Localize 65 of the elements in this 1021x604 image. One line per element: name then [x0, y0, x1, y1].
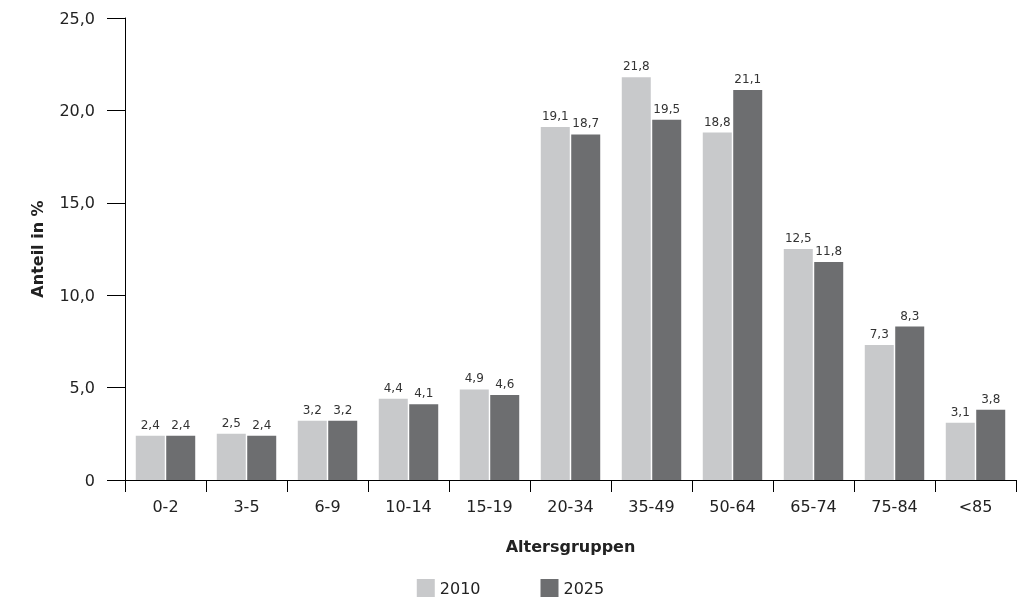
data-label: 7,3: [869, 327, 889, 342]
data-label: 4,1: [414, 386, 434, 401]
bar: [783, 249, 813, 480]
data-label: 4,6: [495, 376, 515, 391]
x-tick-label: 15-19: [466, 496, 513, 516]
x-tick-label: 65-74: [790, 496, 837, 516]
data-label: 2,5: [221, 415, 241, 430]
data-label: 11,8: [815, 243, 843, 258]
y-tick-label: 5,0: [69, 378, 95, 398]
bar: [621, 77, 651, 480]
y-tick-label: 0: [84, 470, 95, 490]
data-label: 3,1: [950, 404, 970, 419]
x-tick-label: 6-9: [314, 496, 341, 516]
data-label: 8,3: [900, 308, 920, 323]
bar: [571, 134, 601, 480]
bar: [652, 119, 682, 480]
bar: [328, 420, 358, 480]
bar: [166, 435, 196, 480]
data-label: 18,8: [703, 114, 731, 129]
x-tick-label: 75-84: [871, 496, 918, 516]
bar: [814, 261, 844, 480]
data-label: 3,8: [981, 391, 1001, 406]
x-tick-label: <85: [958, 496, 993, 516]
bar: [864, 345, 894, 480]
y-tick-label: 10,0: [59, 285, 95, 305]
data-label: 19,5: [653, 101, 681, 116]
x-tick-label: 20-34: [547, 496, 594, 516]
bar: [459, 389, 489, 480]
bar: [247, 435, 277, 480]
bar: [540, 127, 570, 480]
bar: [216, 433, 246, 480]
bar: [297, 420, 327, 480]
data-label: 2,4: [252, 417, 272, 432]
bar: [976, 409, 1006, 480]
x-tick-label: 0-2: [152, 496, 179, 516]
x-axis-title: Altersgruppen: [505, 536, 636, 556]
data-label: 3,2: [333, 402, 353, 417]
bar: [378, 398, 408, 480]
legend-label: 2010: [439, 578, 481, 598]
bar: [702, 132, 732, 480]
bar: [490, 394, 520, 480]
bar: [409, 404, 439, 480]
data-label: 4,9: [464, 371, 484, 386]
data-label: 18,7: [572, 116, 600, 131]
bar: [895, 326, 925, 480]
y-axis-title: Anteil in %: [27, 200, 47, 298]
legend-label: 2025: [563, 578, 605, 598]
x-tick-label: 35-49: [628, 496, 675, 516]
data-label: 12,5: [784, 231, 812, 245]
x-tick-label: 10-14: [385, 496, 432, 516]
x-tick-label: 50-64: [709, 496, 756, 516]
data-label: 21,8: [622, 59, 650, 74]
data-label: 19,1: [541, 109, 569, 124]
bar: [945, 422, 975, 480]
data-label: 2,4: [140, 417, 160, 432]
data-label: 2,4: [171, 417, 191, 432]
y-tick-label: 25,0: [59, 8, 95, 28]
data-label: 4,4: [383, 380, 403, 395]
y-tick-label: 20,0: [59, 100, 95, 120]
data-label: 21,1: [734, 72, 762, 87]
bar: [135, 435, 165, 480]
data-label: 3,2: [302, 402, 322, 417]
bar: [733, 90, 763, 480]
y-tick-label: 15,0: [59, 193, 95, 213]
x-tick-label: 3-5: [233, 496, 260, 516]
